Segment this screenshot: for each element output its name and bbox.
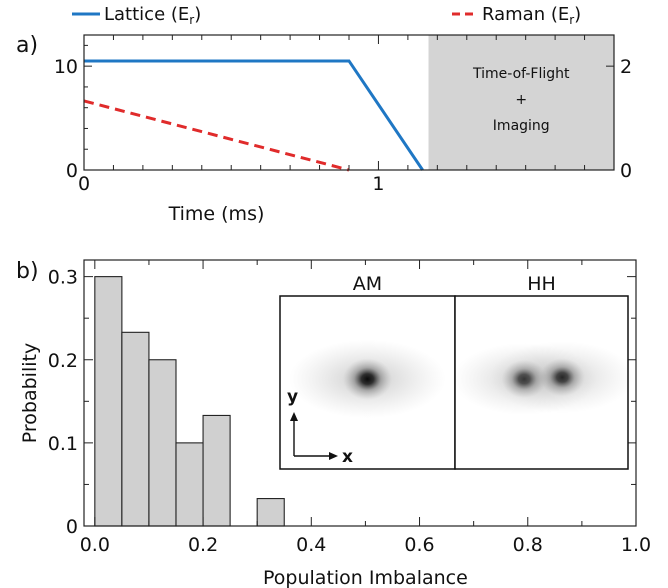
x-arrow-head [329, 452, 338, 460]
absorption-image-inset: AM HH y x [279, 273, 635, 470]
plot-frame-b [83, 259, 637, 527]
inset-image-title: HH [527, 273, 556, 295]
y-tick-label-b: 0.3 [48, 267, 78, 289]
y-tick-label-right-a: 0 [620, 160, 632, 182]
histogram-bar [256, 498, 285, 527]
inset-image-title: AM [353, 273, 382, 295]
histogram-bar [121, 331, 150, 527]
x-tick-label-a: 1 [372, 173, 384, 195]
x-tick-label-b: 0.0 [80, 534, 110, 556]
panel-b: b) 0.0 0.2 0.4 0.6 0.8 1.0 0 0.1 0.2 0.3 Populati… [16, 259, 651, 588]
time-of-flight-region [428, 35, 614, 170]
time-of-flight-text-line: Imaging [493, 118, 550, 134]
y-arrow-head [290, 412, 298, 421]
x-tick-label-b: 0.4 [296, 534, 326, 556]
y-axis-arrow-label: y [287, 387, 298, 407]
y-tick-label-b: 0.2 [48, 350, 78, 372]
x-axis-label-a: Time (ms) [168, 203, 265, 225]
legend-a: Lattice (Er) Raman (Er) [72, 4, 581, 27]
y-tick-label-right-a: 2 [620, 56, 632, 78]
y-tick-label-b: 0 [66, 516, 78, 538]
lattice-series-line [84, 59, 424, 171]
panel-b-label: b) [16, 259, 39, 284]
histogram-bar [94, 276, 123, 527]
time-of-flight-text-line: Time-of-Flight [472, 66, 570, 82]
time-of-flight-label: Time-of-Flight + Imaging [472, 66, 570, 134]
inset-image-frame [454, 295, 629, 470]
x-axis-arrow-label: x [342, 447, 353, 467]
time-of-flight-text-line: + [515, 92, 527, 108]
x-tick-label-b: 0.2 [188, 534, 218, 556]
panel-a: a) Lattice (Er) Raman (Er) Time-of-Fligh… [16, 4, 632, 225]
x-tick-label-b: 0.6 [404, 534, 434, 556]
y-tick-label-b: 0.1 [48, 433, 78, 455]
atom-cloud-blob [343, 358, 392, 400]
legend-lattice-label: Lattice (Er) [104, 4, 201, 27]
y-tick-label-left-a: 10 [54, 56, 78, 78]
histogram-bar [202, 414, 231, 527]
y-axis-label-b: Probability [19, 343, 41, 443]
x-axis-label-b: Population Imbalance [263, 567, 468, 588]
histogram-bar [175, 442, 204, 527]
y-tick-label-left-a: 0 [66, 160, 78, 182]
panel-a-label: a) [16, 33, 38, 58]
histogram-bar [148, 359, 177, 527]
x-tick-label-b: 0.8 [513, 534, 543, 556]
x-tick-label-a: 0 [78, 173, 90, 195]
histogram-bars [94, 276, 285, 527]
raman-series-line [83, 99, 350, 172]
legend-raman-label: Raman (Er) [482, 4, 581, 27]
x-tick-label-b: 1.0 [621, 534, 651, 556]
ticks-b: 0.0 0.2 0.4 0.6 0.8 1.0 0 0.1 0.2 0.3 [48, 260, 651, 556]
atom-cloud-blob [539, 358, 585, 397]
